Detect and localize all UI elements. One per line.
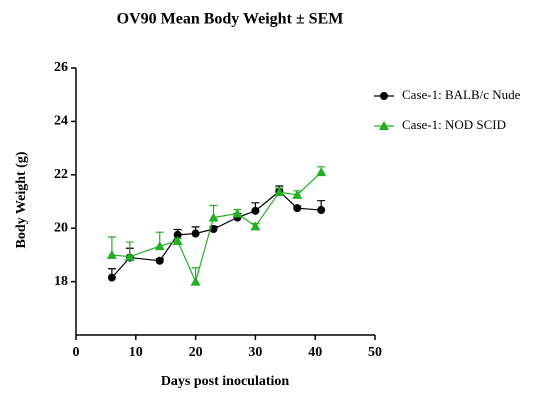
x-tick-label: 50 [368, 345, 382, 360]
marker [251, 206, 260, 215]
marker [191, 229, 200, 238]
y-axis-label: Body Weight (g) [14, 151, 29, 248]
legend-label: Case-1: BALB/c Nude [402, 87, 521, 102]
x-tick-label: 30 [248, 345, 262, 360]
marker [154, 241, 165, 251]
marker [292, 189, 303, 199]
marker [208, 212, 219, 222]
marker [316, 167, 327, 177]
x-tick-label: 20 [189, 345, 203, 360]
x-tick-label: 10 [129, 345, 143, 360]
marker [124, 251, 135, 261]
marker [155, 256, 164, 265]
marker [209, 225, 218, 234]
legend-marker [380, 92, 388, 100]
marker [293, 204, 302, 213]
y-tick-label: 24 [54, 114, 68, 129]
series-line [111, 190, 322, 278]
marker [232, 208, 243, 218]
x-tick-label: 0 [73, 345, 80, 360]
marker [106, 249, 117, 259]
y-tick-label: 18 [54, 274, 68, 289]
marker [107, 273, 116, 282]
marker [172, 236, 183, 246]
marker [190, 276, 201, 286]
x-axis-label: Days post inoculation [161, 374, 290, 389]
y-tick-label: 20 [54, 220, 68, 235]
legend-marker [379, 121, 389, 130]
marker [317, 206, 326, 215]
marker [274, 187, 285, 197]
y-tick-label: 22 [54, 167, 68, 182]
x-tick-label: 40 [308, 345, 322, 360]
chart-title: OV90 Mean Body Weight ± SEM [117, 11, 344, 28]
legend-label: Case-1: NOD SCID [402, 117, 506, 132]
marker [250, 221, 261, 231]
marker [173, 230, 182, 239]
y-tick-label: 26 [54, 60, 68, 75]
